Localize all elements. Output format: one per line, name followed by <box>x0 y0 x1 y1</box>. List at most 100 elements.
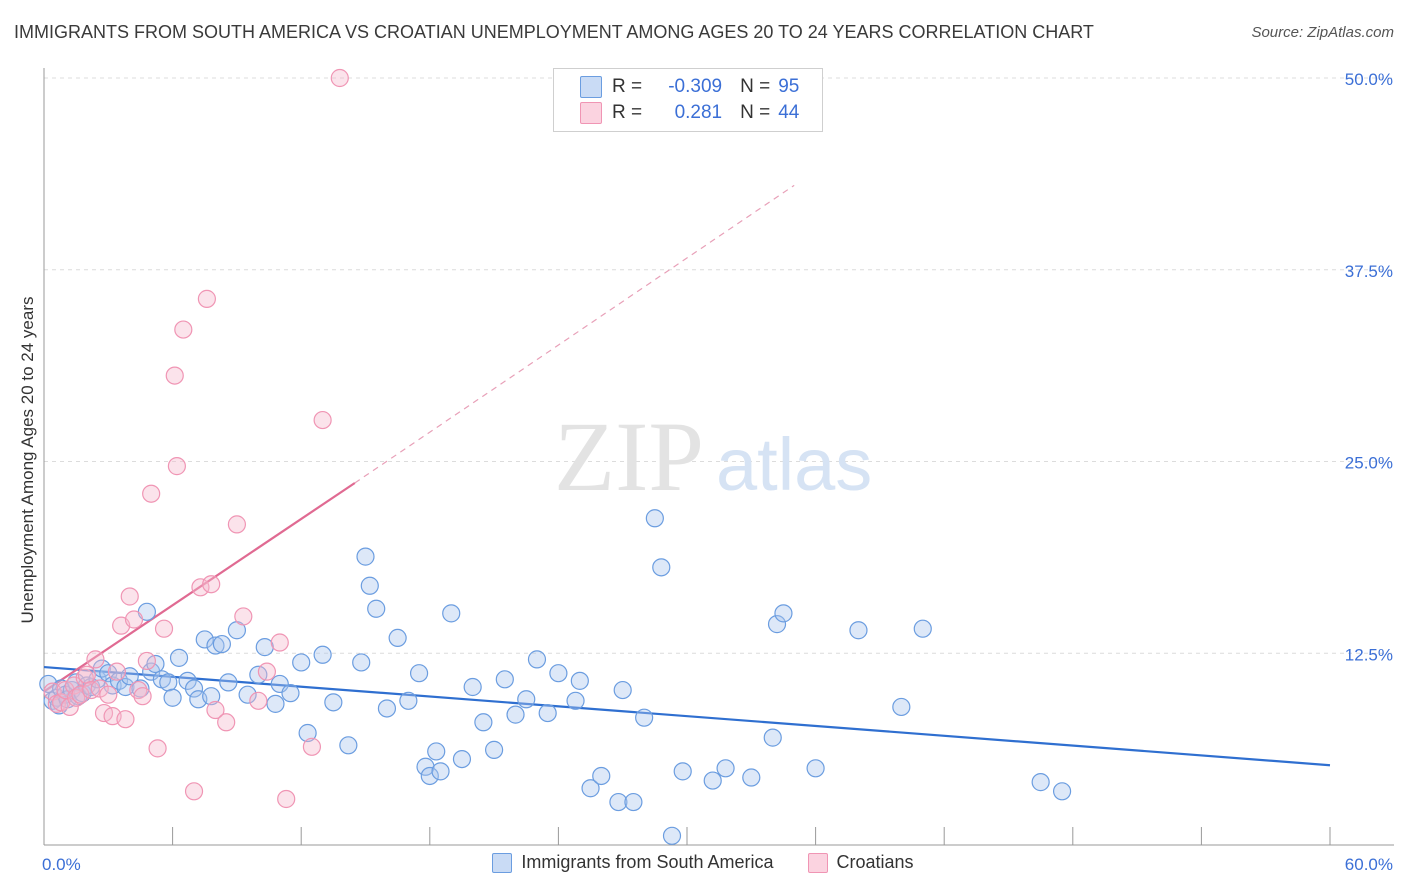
point-south-america <box>485 740 504 759</box>
point-croatians <box>86 650 105 669</box>
point-croatians <box>184 782 204 801</box>
point-croatians <box>148 739 167 758</box>
point-south-america <box>266 694 285 713</box>
legend-r-label: R = <box>612 76 643 97</box>
point-south-america <box>298 723 317 743</box>
point-croatians <box>313 410 332 430</box>
point-south-america <box>255 638 274 657</box>
point-south-america <box>613 680 632 700</box>
legend-r-value-series1: -0.309 <box>668 76 723 97</box>
legend-item-series2: Croatians <box>807 852 914 873</box>
grid-lines <box>44 77 1394 654</box>
point-croatians <box>206 700 225 720</box>
legend-r-value-series2: 0.281 <box>674 102 723 123</box>
y-tick-label: 25.0% <box>1345 454 1393 473</box>
data-points <box>39 68 1072 845</box>
point-south-america <box>474 713 493 732</box>
point-croatians <box>174 320 193 339</box>
point-south-america <box>742 768 761 787</box>
point-south-america <box>609 792 628 812</box>
legend-row-series2: R = 0.281 N = 44 <box>580 101 799 125</box>
correlation-legend: R = -0.309 N = 95 R = 0.281 N = 44 <box>553 68 823 132</box>
point-south-america <box>763 728 782 747</box>
point-south-america <box>292 653 311 672</box>
point-south-america <box>774 604 793 623</box>
point-south-america <box>624 792 643 812</box>
point-south-america <box>442 604 461 623</box>
point-south-america <box>377 699 397 718</box>
point-croatians <box>330 68 349 88</box>
legend-r-label: R = <box>612 102 643 123</box>
legend-n-value-series2: 44 <box>778 102 800 123</box>
point-croatians <box>116 710 135 729</box>
point-south-america <box>388 628 407 648</box>
source-credit: Source: ZipAtlas.com <box>1251 24 1394 41</box>
point-south-america <box>184 679 204 698</box>
legend-item-series1: Immigrants from South America <box>492 852 774 873</box>
point-south-america <box>367 599 386 618</box>
point-south-america <box>356 547 375 566</box>
y-tick-label: 50.0% <box>1345 70 1393 89</box>
y-tick-label: 37.5% <box>1345 262 1393 281</box>
point-croatians <box>99 685 118 704</box>
point-croatians <box>167 457 186 476</box>
point-south-america <box>566 691 585 710</box>
point-south-america <box>169 648 189 667</box>
point-south-america <box>645 509 664 528</box>
legend-label-south-america: Immigrants from South America <box>521 852 774 872</box>
watermark-atlas: atlas <box>716 423 872 506</box>
y-tick-label: 12.5% <box>1345 645 1393 664</box>
point-south-america <box>420 766 439 786</box>
point-croatians <box>120 587 139 606</box>
point-south-america <box>409 664 429 683</box>
point-south-america <box>662 826 682 845</box>
point-south-america <box>673 762 692 781</box>
point-south-america <box>206 636 225 655</box>
point-south-america <box>495 670 514 689</box>
point-south-america <box>913 619 932 638</box>
point-south-america <box>463 677 482 697</box>
point-south-america <box>212 634 231 654</box>
point-south-america <box>1031 773 1050 792</box>
watermark-zip: ZIP <box>554 401 704 512</box>
point-croatians <box>234 607 253 626</box>
point-croatians <box>249 691 268 710</box>
point-croatians <box>277 789 296 809</box>
tick-labels: 12.5% 25.0% 37.5% 50.0% 0.0% 60.0% <box>42 70 1393 874</box>
legend-label-croatians: Croatians <box>836 852 914 872</box>
y-axis-label: Unemployment Among Ages 20 to 24 years <box>18 296 37 624</box>
point-south-america <box>849 621 868 640</box>
series-legend: Immigrants from South America Croatians <box>0 852 1406 873</box>
trend-line-croatians-extension <box>354 184 795 484</box>
legend-row-series1: R = -0.309 N = 95 <box>580 75 799 99</box>
point-south-america <box>892 697 911 717</box>
chart-title: IMMIGRANTS FROM SOUTH AMERICA VS CROATIA… <box>14 22 1094 42</box>
point-croatians <box>302 737 322 756</box>
point-croatians <box>107 662 126 681</box>
point-south-america <box>238 685 257 704</box>
point-south-america <box>806 759 825 778</box>
point-south-america <box>219 673 238 692</box>
point-south-america <box>549 664 568 683</box>
point-croatians <box>71 685 90 704</box>
point-croatians <box>270 633 289 652</box>
point-south-america <box>313 645 332 664</box>
watermark: ZIP atlas <box>554 401 872 512</box>
point-south-america <box>195 630 214 649</box>
legend-swatch-series1 <box>580 76 602 98</box>
point-south-america <box>538 703 557 723</box>
point-croatians <box>227 515 246 534</box>
trend-line-croatians <box>43 482 356 693</box>
legend-n-label: N = <box>740 102 771 123</box>
point-croatians <box>60 697 79 717</box>
point-south-america <box>431 762 450 781</box>
point-south-america <box>716 759 735 778</box>
point-south-america <box>1052 782 1072 801</box>
point-south-america <box>652 558 671 577</box>
x-tick-label: 0.0% <box>42 855 81 874</box>
point-croatians <box>142 484 161 503</box>
point-croatians <box>191 578 210 597</box>
point-south-america <box>581 779 600 798</box>
point-south-america <box>202 687 221 706</box>
